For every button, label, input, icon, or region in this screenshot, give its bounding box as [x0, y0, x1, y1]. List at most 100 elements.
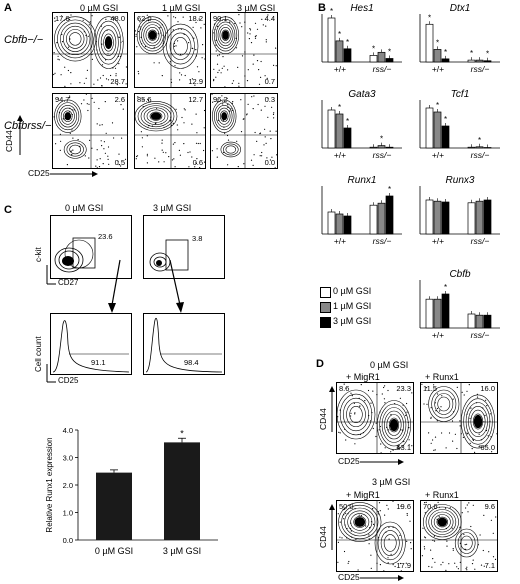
b-significance-star: *: [346, 117, 349, 126]
d-flow-plot-1-0-quadrant-value-1: 19.6: [396, 502, 411, 511]
a-flow-plot-1-1-quadrant-value-2: 0.6: [192, 158, 203, 167]
c-col-header-0: 0 µM GSI: [65, 203, 104, 213]
b-chart-gata3: Gata3 * * +/+ * rss/−: [321, 89, 402, 160]
a-ylabel: CD44: [4, 130, 14, 152]
a-flow-plot-0-1-quadrant-value-1: 18.2: [188, 14, 203, 23]
b-bar: [425, 298, 434, 329]
d-flow-plot-1-0-quadrant-value-2: 17.9: [396, 561, 411, 570]
b-bar: [441, 58, 450, 63]
b-significance-star: *: [330, 7, 333, 16]
b-bar: [483, 199, 492, 235]
b-bar: [475, 200, 484, 235]
c-contour-plot-1: 3.8: [143, 215, 225, 279]
c-category-label: 0 µM GSI: [95, 546, 133, 556]
a-flow-plot-1-2-quadrant-value-1: 0.3: [264, 95, 275, 104]
b-chart-dtx1: Dtx1***+/+* *rss/−: [419, 3, 500, 74]
b-bar: [327, 109, 336, 149]
d-xlabel-1: CD25: [338, 572, 360, 582]
c-bar: [164, 442, 200, 540]
b-bar: [433, 111, 442, 149]
b-significance-star: *: [444, 48, 447, 57]
d-flow-plot-1-1-quadrant-value-1: 9.6: [484, 502, 495, 511]
b-significance-star: *: [444, 283, 447, 292]
b-category-label: +/+: [432, 150, 444, 160]
a-flow-plot-0-2-quadrant-value-2: 0.7: [264, 77, 275, 86]
d-flow-plot-0-1-quadrant-value-0: 11.5: [423, 384, 438, 393]
a-flow-plot-0-2-quadrant-value-0: 90.1: [213, 14, 228, 23]
b-bar: [433, 298, 442, 329]
a-flow-plot-0-0-quadrant-value-1: 48.0: [110, 14, 125, 23]
b-bar: [385, 146, 394, 149]
a-flow-plot-1-0: 94.7 2.6 0.5: [52, 93, 128, 169]
b-category-label: rss/−: [471, 150, 490, 160]
b-significance-star: *: [346, 38, 349, 47]
a-col-header-0: 0 µM GSI: [80, 3, 119, 13]
d-flow-plot-1-1-quadrant-value-0: 70.6: [423, 502, 438, 511]
a-flow-plot-1-0-quadrant-value-0: 94.7: [55, 95, 70, 104]
a-col-header-1: 1 µM GSI: [162, 3, 201, 13]
c-xlab-hist: CD25: [58, 376, 79, 385]
b-bar: [377, 145, 386, 149]
a-y-arrow: [17, 115, 23, 155]
d-group-header-1: 3 µM GSI: [372, 477, 411, 487]
c-category-label: 3 µM GSI: [163, 546, 201, 556]
b-category-label: +/+: [334, 236, 346, 246]
a-flow-plot-1-0-quadrant-value-1: 2.6: [114, 95, 125, 104]
b-bar: [385, 58, 394, 63]
b-bar: [425, 199, 434, 235]
legend-label-0: 0 µM GSI: [333, 286, 372, 296]
d-flow-plot-0-1-quadrant-value-2: 65.0: [480, 443, 495, 452]
d-xlabel-0: CD25: [338, 456, 360, 466]
b-category-label: +/+: [432, 64, 444, 74]
legend-swatch-1: [320, 302, 331, 313]
b-bar: [483, 314, 492, 329]
b-significance-star: *: [478, 136, 481, 145]
panel-b-bar-charts: Hes1***+/+* *rss/−Dtx1***+/+* *rss/−Gata3*…: [321, 3, 500, 340]
b-category-label: rss/−: [471, 236, 490, 246]
b-chart-cbfb: Cbfb* +/+ rss/−: [419, 269, 500, 340]
d-group-header-0: 0 µM GSI: [370, 360, 409, 370]
b-bar: [369, 55, 378, 63]
b-category-label: rss/−: [471, 330, 490, 340]
b-chart-runx3: Runx3 +/+ rss/−: [419, 175, 500, 246]
a-flow-plot-1-1-quadrant-value-1: 12.7: [188, 95, 203, 104]
b-bar: [425, 23, 434, 63]
b-bar: [335, 113, 344, 149]
b-chart-title: Cbfb: [449, 269, 471, 280]
c-col-header-1: 3 µM GSI: [153, 203, 192, 213]
d-flow-plot-1-0-quadrant-value-0: 50.0: [339, 502, 354, 511]
d-flow-plot-1-1-quadrant-value-2: 7.1: [484, 561, 495, 570]
d-col-header-0-0: + MigR1: [346, 372, 380, 382]
b-bar: [343, 215, 352, 235]
b-significance-star: *: [436, 38, 439, 47]
c-histogram-1: 98.4: [143, 313, 225, 375]
b-significance-star: *: [338, 30, 341, 39]
panel-label-d: D: [316, 358, 324, 370]
b-chart-tcf1: Tcf1 * * +/+ * rss/−: [419, 89, 500, 160]
c-ylab-hist: Cell count: [34, 336, 43, 372]
b-bar: [369, 204, 378, 235]
a-flow-plot-1-1: 85.6 12.7 0.6: [134, 93, 206, 169]
b-category-label: rss/−: [471, 64, 490, 74]
b-category-label: rss/−: [373, 64, 392, 74]
c-histogram-0: 91.1: [50, 313, 132, 375]
d-flow-plot-0-0-quadrant-value-2: 63.1: [396, 443, 411, 452]
d-ylabel-1: CD44: [318, 526, 328, 548]
b-significance-star: *: [380, 135, 383, 144]
a-flow-plot-0-1: 62.0 18.2 12.9: [134, 12, 206, 88]
c-y-tick-label: 4.0: [63, 426, 73, 435]
a-row-label-0: Cbfb−/−: [4, 34, 44, 46]
b-bar: [483, 147, 492, 149]
b-bar: [327, 211, 336, 235]
b-bar: [343, 127, 352, 149]
c-significance-star: *: [180, 428, 184, 438]
c-ylabel: Relative Runx1 expression: [45, 437, 54, 532]
c-hist-value-1: 98.4: [184, 358, 199, 367]
c-y-tick-label: 2.0: [63, 481, 73, 490]
legend-label-2: 3 µM GSI: [333, 316, 372, 326]
b-bar: [441, 201, 450, 235]
b-significance-star: *: [388, 185, 391, 194]
a-flow-plot-1-2: 96.2 0.3 0.0: [210, 93, 278, 169]
b-bar: [441, 293, 450, 329]
b-bar: [433, 49, 442, 63]
